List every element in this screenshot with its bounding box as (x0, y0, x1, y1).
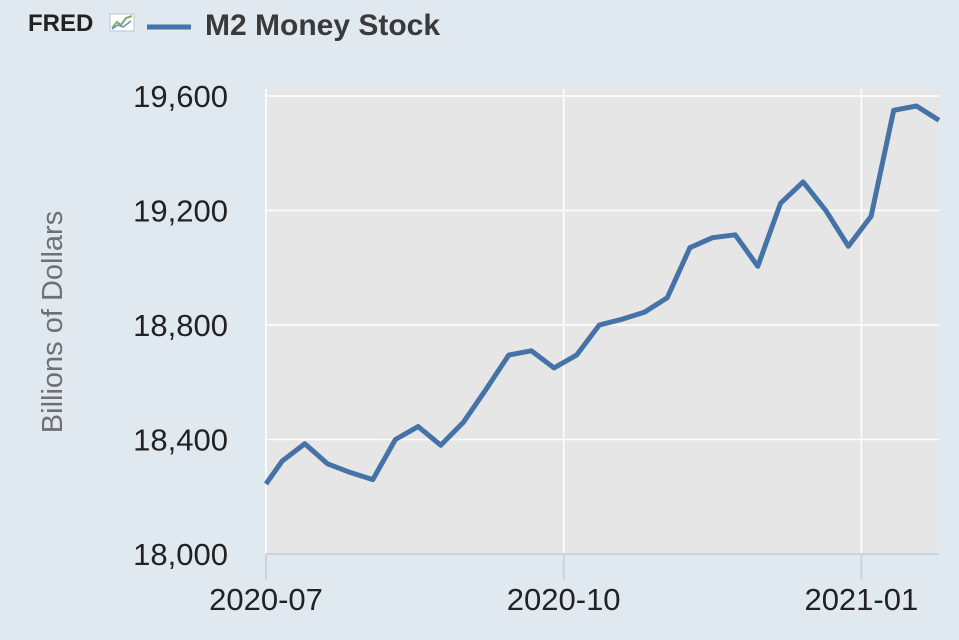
line-chart-icon (109, 13, 135, 32)
x-axis-ticks: 2020-07 2020-10 2021-01 (209, 554, 918, 617)
x-tick-label: 2020-10 (507, 582, 621, 617)
y-tick-label: 19,600 (133, 79, 228, 114)
legend-series-label[interactable]: M2 Money Stock (205, 9, 440, 42)
fred-logo[interactable]: FRED (28, 10, 93, 37)
y-tick-label: 18,000 (133, 537, 228, 572)
y-axis-ticks: 18,000 18,400 18,800 19,200 19,600 (133, 79, 228, 572)
series-group (263, 103, 941, 486)
y-tick-label: 18,400 (133, 423, 228, 458)
x-tick-label: 2020-07 (209, 582, 323, 617)
x-tick-label: 2021-01 (804, 582, 918, 617)
y-tick-label: 19,200 (133, 194, 228, 229)
plot-background (266, 89, 939, 554)
header: FRED M2 Money Stock (28, 9, 440, 42)
y-tick-label: 18,800 (133, 308, 228, 343)
series-line-m2-money-stock[interactable] (263, 103, 941, 486)
y-axis-title: Billions of Dollars (37, 211, 69, 433)
